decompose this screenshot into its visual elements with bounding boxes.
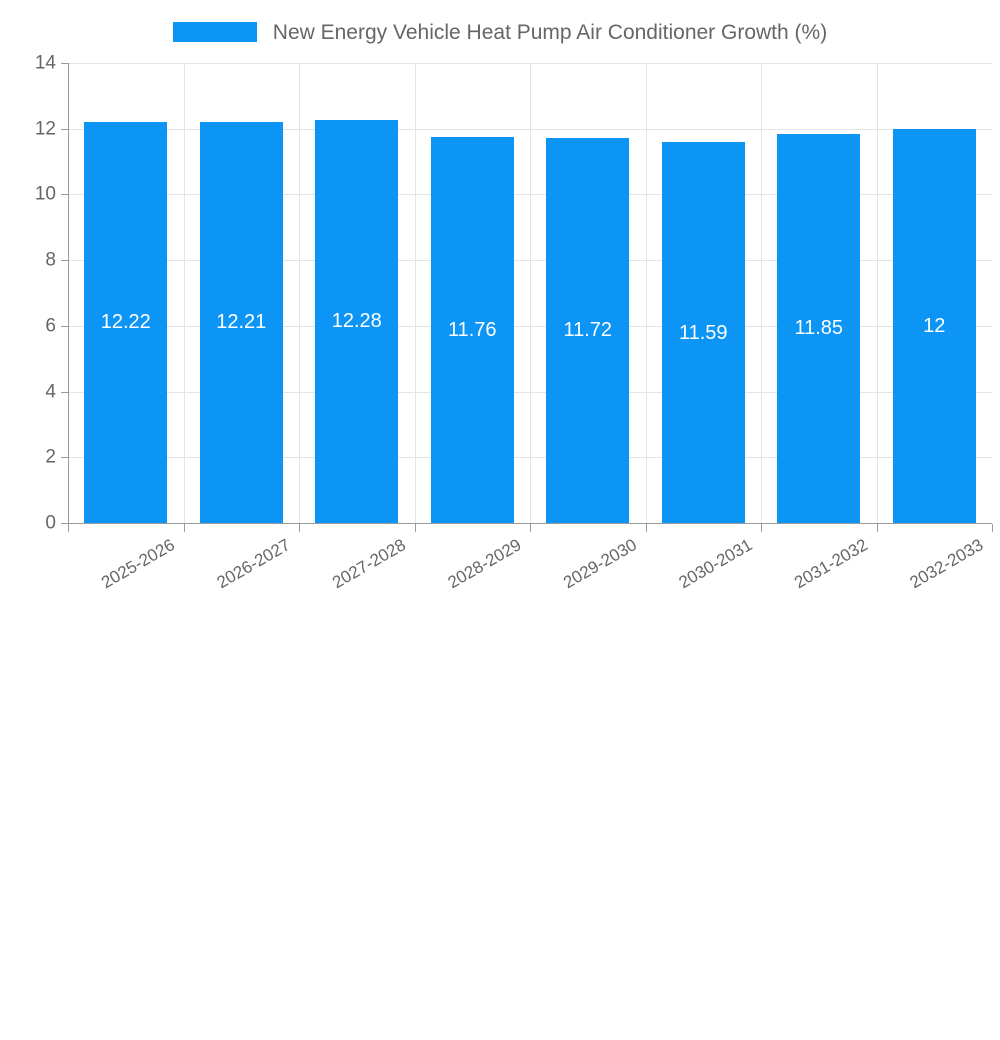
- y-tick-mark: [61, 194, 68, 196]
- bar-chart: New Energy Vehicle Heat Pump Air Conditi…: [0, 0, 1000, 600]
- y-tick-mark: [61, 391, 68, 393]
- y-tick-label: 14: [34, 52, 56, 74]
- y-tick-mark: [61, 63, 68, 64]
- y-tick-mark: [61, 325, 68, 327]
- bar-value-label: 11.76: [447, 318, 497, 341]
- x-gridline: [877, 63, 878, 523]
- legend-series-label[interactable]: New Energy Vehicle Heat Pump Air Conditi…: [272, 20, 828, 44]
- legend-color-swatch[interactable]: [172, 22, 257, 42]
- x-tick-mark: [415, 524, 416, 532]
- y-tick-mark: [61, 128, 68, 130]
- x-tick-label: 2028-2029: [444, 535, 525, 593]
- bar[interactable]: [661, 142, 745, 523]
- y-tick-label: 0: [45, 512, 56, 534]
- bar[interactable]: [892, 128, 976, 523]
- y-tick-mark: [61, 523, 68, 524]
- x-tick-label: 2031-2032: [791, 535, 871, 593]
- bar-value-label: 12.22: [100, 311, 151, 334]
- bar-value-label: 12.21: [216, 311, 267, 334]
- y-tick-label: 10: [34, 183, 56, 205]
- chart-legend: New Energy Vehicle Heat Pump Air Conditi…: [0, 14, 1000, 50]
- x-tick-label: 2032-2033: [906, 535, 987, 593]
- y-axis-line: [68, 63, 69, 524]
- x-gridline: [530, 63, 531, 523]
- bar[interactable]: [199, 121, 283, 523]
- bar[interactable]: [84, 121, 168, 523]
- x-axis-line: [68, 523, 992, 524]
- bar-value-label: 11.85: [794, 317, 844, 340]
- bar[interactable]: [777, 133, 861, 523]
- y-axis: 0 2 4 6 8 10 12 14: [0, 0, 56, 600]
- x-tick-label: 2026-2027: [213, 535, 294, 593]
- x-tick-mark: [646, 524, 647, 532]
- y-tick-label: 2: [45, 446, 56, 468]
- x-tick-mark: [530, 524, 531, 532]
- bar[interactable]: [546, 137, 630, 523]
- x-gridline: [415, 63, 416, 523]
- bar-value-label: 12: [923, 314, 946, 337]
- x-gridline: [646, 63, 647, 523]
- plot-area: 12.22 12.21 12.28 11.76 11.72 11.59 11.85 12: [68, 63, 992, 524]
- x-tick-mark: [299, 524, 300, 532]
- bar-value-label: 12.28: [331, 310, 382, 333]
- y-tick-label: 4: [45, 381, 56, 403]
- x-tick-mark: [68, 524, 69, 532]
- bar[interactable]: [430, 136, 514, 523]
- x-tick-mark: [761, 524, 762, 532]
- bar-value-label: 11.59: [678, 321, 728, 344]
- x-tick-label: 2029-2030: [560, 535, 640, 593]
- x-tick-mark: [992, 524, 993, 532]
- y-tick-mark: [61, 457, 68, 459]
- x-gridline: [184, 63, 185, 523]
- x-tick-mark: [184, 524, 185, 532]
- bar-value-label: 11.72: [563, 319, 613, 342]
- x-tick-mark: [877, 524, 878, 532]
- y-tick-label: 8: [45, 249, 56, 271]
- x-gridline: [299, 63, 300, 523]
- bar[interactable]: [315, 119, 399, 523]
- y-tick-mark: [61, 260, 68, 262]
- y-tick-label: 12: [34, 118, 56, 140]
- y-tick-label: 6: [45, 315, 56, 337]
- x-gridline: [761, 63, 762, 523]
